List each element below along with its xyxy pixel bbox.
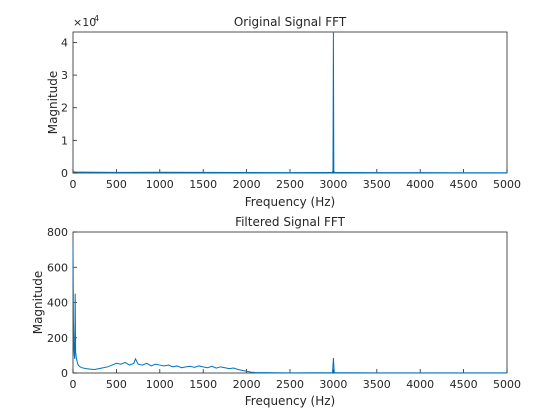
original-fft-ytick-label: 3 [61, 69, 68, 82]
exponent-power: 4 [94, 14, 99, 23]
original-fft-ytick-label: 1 [61, 134, 68, 147]
original-fft-xtick-label: 2500 [276, 178, 304, 191]
filtered-fft-xtick-label: 2500 [276, 378, 304, 391]
original-fft-ylabel: Magnitude [46, 71, 60, 135]
filtered-fft-ylabel: Magnitude [31, 271, 45, 335]
original-fft-xtick-label: 1000 [146, 178, 174, 191]
original-fft-ytick-label: 0 [61, 167, 68, 180]
filtered-fft-ytick-label: 0 [61, 367, 68, 380]
filtered-fft-xlabel: Frequency (Hz) [245, 394, 336, 408]
original-fft-xlabel: Frequency (Hz) [245, 195, 336, 209]
original-fft-axes: Original Signal FFT ×10 4 0 500 1000 1500 20… [46, 14, 521, 209]
filtered-fft-xtick-label: 1000 [146, 378, 174, 391]
filtered-fft-xtick-label: 4500 [450, 378, 478, 391]
original-fft-xtick-label: 0 [70, 178, 77, 191]
filtered-fft-ticks: 0 500 1000 1500 2000 2500 3000 3500 4000 4500 5000… [47, 226, 521, 391]
original-fft-exponent: ×10 4 [73, 14, 99, 29]
filtered-fft-xtick-label: 2000 [233, 378, 261, 391]
filtered-fft-xtick-label: 4000 [406, 378, 434, 391]
original-fft-xtick-label: 500 [106, 178, 127, 191]
filtered-fft-ytick-label: 400 [47, 297, 68, 310]
original-fft-xtick-label: 1500 [189, 178, 217, 191]
filtered-fft-xtick-label: 0 [70, 378, 77, 391]
exponent-times: ×10 [73, 16, 96, 29]
original-fft-ytick-label: 4 [61, 36, 68, 49]
original-fft-xtick-label: 3500 [363, 178, 391, 191]
original-fft-xtick-label: 2000 [233, 178, 261, 191]
original-fft-xtick-label: 5000 [493, 178, 521, 191]
filtered-fft-xtick-label: 5000 [493, 378, 521, 391]
filtered-fft-series-line [72, 246, 507, 374]
original-fft-series-line [72, 31, 507, 174]
original-fft-ticks: 0 500 1000 1500 2000 2500 3000 3500 4000 4500 5000… [61, 36, 521, 191]
filtered-fft-ytick-label: 200 [47, 332, 68, 345]
original-fft-title: Original Signal FFT [234, 15, 347, 29]
original-fft-ytick-label: 2 [61, 102, 68, 115]
filtered-fft-xtick-label: 500 [106, 378, 127, 391]
filtered-fft-xtick-label: 3000 [319, 378, 347, 391]
filtered-fft-ytick-label: 600 [47, 261, 68, 274]
filtered-fft-axes: Filtered Signal FFT 0 500 1000 1500 2000 2500… [31, 215, 521, 408]
filtered-fft-xtick-label: 3500 [363, 378, 391, 391]
filtered-fft-ytick-label: 800 [47, 226, 68, 239]
filtered-fft-title: Filtered Signal FFT [235, 215, 346, 229]
filtered-fft-xtick-label: 1500 [189, 378, 217, 391]
original-fft-xtick-label: 4500 [450, 178, 478, 191]
original-fft-xtick-label: 3000 [319, 178, 347, 191]
original-fft-xtick-label: 4000 [406, 178, 434, 191]
